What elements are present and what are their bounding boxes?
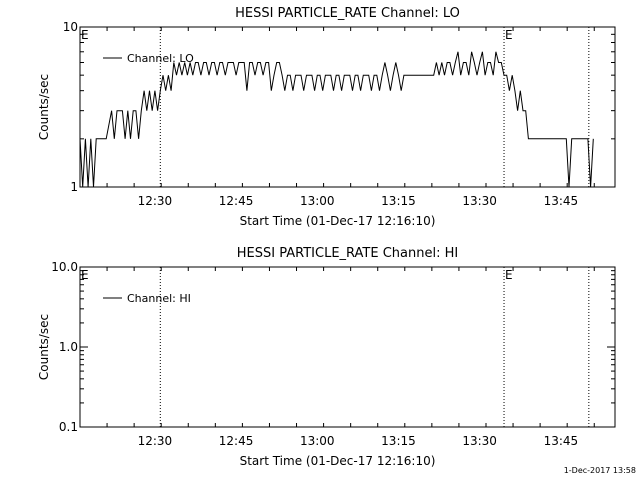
chart-panel-1: HESSI PARTICLE_RATE Channel: HI 12:30 12:4… bbox=[37, 246, 616, 468]
marker-annotation: E bbox=[81, 268, 89, 282]
chart-title: HESSI PARTICLE_RATE Channel: LO bbox=[235, 6, 460, 21]
y-tick-label: 10 bbox=[63, 20, 78, 34]
x-tick-label: 13:30 bbox=[462, 434, 497, 448]
marker-annotation: E bbox=[505, 268, 513, 282]
x-tick-label: 12:45 bbox=[219, 194, 254, 208]
x-tick-label: 12:45 bbox=[219, 434, 254, 448]
chart-title: HESSI PARTICLE_RATE Channel: HI bbox=[237, 246, 458, 261]
x-tick-label: 13:30 bbox=[462, 194, 497, 208]
x-tick-label: 13:15 bbox=[381, 434, 416, 448]
chart-panel-0: HESSI PARTICLE_RATE Channel: LO 12:30 12:4… bbox=[37, 6, 616, 228]
legend-label: Channel: HI bbox=[127, 292, 191, 305]
legend-label: Channel: LO bbox=[127, 52, 194, 65]
x-tick-label: 12:30 bbox=[138, 194, 173, 208]
series-line bbox=[80, 51, 594, 187]
x-axis-label: Start Time (01-Dec-17 12:16:10) bbox=[240, 214, 436, 228]
y-axis-label: Counts/sec bbox=[37, 314, 51, 380]
x-tick-label: 13:45 bbox=[544, 434, 579, 448]
x-tick-label: 13:15 bbox=[381, 194, 416, 208]
x-tick-label: 13:00 bbox=[300, 434, 335, 448]
y-tick-label: 1.0 bbox=[59, 340, 78, 354]
plot-frame bbox=[79, 26, 616, 188]
y-tick-label: 1 bbox=[70, 180, 78, 194]
x-axis-label: Start Time (01-Dec-17 12:16:10) bbox=[240, 454, 436, 468]
x-tick-label: 13:45 bbox=[544, 194, 579, 208]
x-tick-label: 13:00 bbox=[300, 194, 335, 208]
y-tick-label: 0.1 bbox=[59, 420, 78, 434]
footer-timestamp: 1-Dec-2017 13:58 bbox=[564, 466, 636, 475]
y-axis-label: Counts/sec bbox=[37, 74, 51, 140]
marker-annotation: E bbox=[505, 28, 513, 42]
y-tick-label: 10.0 bbox=[51, 260, 78, 274]
marker-annotation: E bbox=[81, 28, 89, 42]
x-tick-label: 12:30 bbox=[138, 434, 173, 448]
